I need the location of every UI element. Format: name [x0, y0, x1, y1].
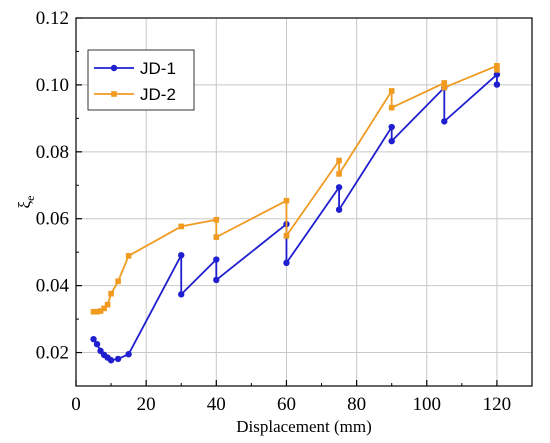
x-tick-label: 0 — [71, 394, 81, 415]
data-point — [178, 291, 185, 298]
x-tick-label: 20 — [137, 394, 156, 415]
data-point — [213, 234, 220, 240]
series-layer — [90, 63, 501, 364]
y-tick-labels: 0.02 0.04 0.06 0.08 0.10 0.12 — [36, 8, 70, 364]
plot-area-frame — [75, 17, 533, 387]
y-tick-label: 0.12 — [36, 8, 69, 29]
data-point — [108, 290, 114, 297]
data-point — [283, 232, 290, 239]
data-point — [335, 206, 343, 213]
legend-items: JD-1 JD-2 — [94, 59, 176, 104]
data-point — [125, 351, 132, 358]
data-point — [388, 88, 395, 94]
x-axis-title: Displacement (mm) — [236, 417, 372, 436]
y-tick-label: 0.08 — [36, 142, 69, 163]
legend-label: JD-2 — [140, 85, 176, 104]
data-point — [494, 63, 500, 69]
data-point — [388, 123, 395, 131]
y-tick-label: 0.02 — [36, 343, 69, 364]
x-tick-label: 40 — [207, 394, 226, 415]
legend-label: JD-1 — [140, 59, 176, 78]
data-point — [90, 308, 97, 315]
data-point — [283, 259, 290, 267]
data-point — [441, 80, 448, 86]
series-jd-2 — [90, 63, 500, 315]
data-point — [493, 81, 501, 88]
data-point — [213, 256, 220, 263]
data-point — [335, 184, 343, 191]
legend-item-jd-1: JD-1 — [94, 59, 176, 78]
data-point — [104, 301, 111, 308]
y-tick-label: 0.10 — [36, 75, 69, 96]
y-tick-label: 0.06 — [36, 209, 69, 230]
data-point — [125, 253, 132, 259]
data-point — [441, 84, 448, 91]
axis-ticks — [75, 17, 498, 387]
data-point — [213, 276, 220, 284]
data-point — [213, 216, 220, 223]
legend: JD-1 JD-2 — [87, 49, 195, 111]
x-tick-labels: 0 20 40 60 80 100 120 — [71, 394, 511, 415]
y-axis-title: ξe — [15, 196, 37, 209]
data-point — [178, 223, 185, 230]
x-tick-label: 120 — [483, 394, 512, 415]
data-point — [107, 357, 115, 364]
data-point — [441, 118, 448, 125]
data-point — [94, 308, 100, 315]
legend-item-jd-2: JD-2 — [94, 85, 176, 104]
data-point — [388, 137, 395, 145]
series-jd-1 — [90, 71, 501, 364]
data-point — [101, 305, 107, 312]
y-tick-label: 0.04 — [36, 276, 70, 297]
y-axis-title-symbol: ξ — [15, 200, 34, 208]
legend-box — [87, 49, 195, 111]
legend-marker — [110, 64, 118, 72]
x-tick-label: 60 — [277, 394, 296, 415]
data-point — [283, 197, 290, 204]
data-point — [388, 104, 395, 111]
data-point — [114, 355, 122, 363]
y-axis-title-subscript: e — [23, 196, 37, 201]
data-point — [178, 251, 185, 259]
data-point — [336, 171, 342, 177]
data-point — [93, 340, 101, 348]
data-point — [493, 71, 501, 78]
x-tick-label: 80 — [347, 394, 366, 415]
data-point — [494, 67, 500, 73]
data-point — [115, 278, 121, 285]
data-point — [90, 335, 97, 343]
data-point — [97, 308, 104, 314]
legend-marker — [111, 91, 117, 97]
data-point — [336, 157, 342, 164]
x-tick-label: 100 — [413, 394, 442, 415]
